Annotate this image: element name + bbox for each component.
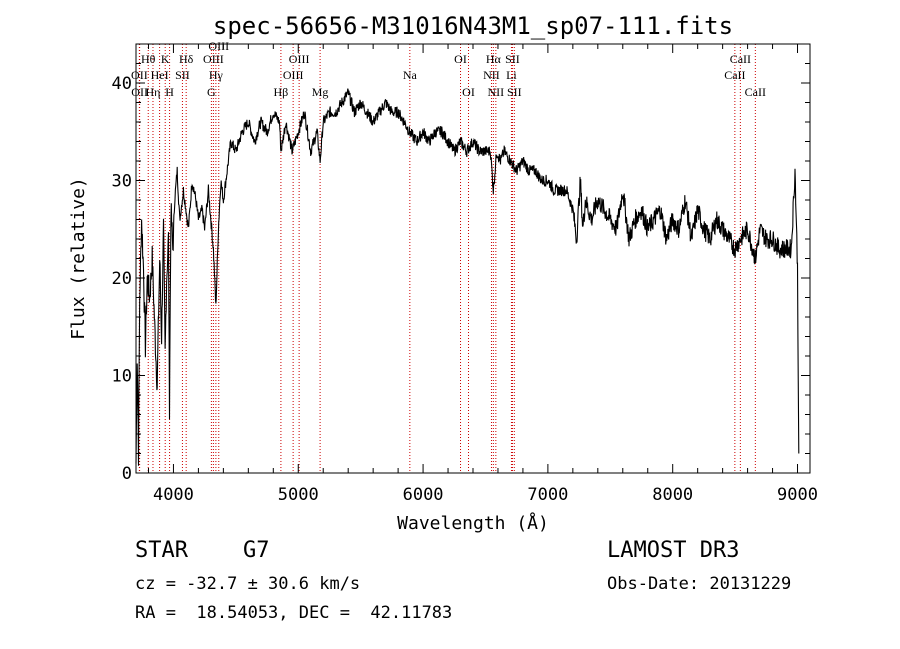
line-label-20: NII (483, 68, 500, 82)
line-label-3: Hη (145, 85, 160, 99)
plot-frame (135, 43, 811, 474)
line-label-13: Hβ (274, 85, 289, 99)
y-tick-label: 0 (122, 464, 132, 484)
object-class: STAR (135, 538, 188, 563)
survey-name: LAMOST DR3 (607, 538, 740, 563)
y-tick-label: 30 (112, 172, 132, 192)
y-axis-label: Flux (relative) (68, 177, 89, 340)
line-label-25: SII (507, 85, 522, 99)
line-label-0: Hθ (141, 52, 156, 66)
object-subclass: G7 (243, 538, 270, 563)
x-tick-label: 7000 (527, 485, 568, 505)
line-label-2: OII (131, 85, 148, 99)
observation-date: Obs-Date: 20131229 (607, 574, 792, 594)
line-label-1: OII (131, 68, 148, 82)
x-tick-label: 5000 (278, 485, 319, 505)
line-label-28: CaII (745, 85, 766, 99)
redshift-velocity: cz = -32.7 ± 30.6 km/s (135, 574, 361, 594)
line-label-4: HeI (151, 68, 169, 82)
line-label-18: OI (454, 52, 467, 66)
line-label-5: K (161, 52, 170, 66)
line-label-23: Li (506, 68, 517, 82)
y-tick-label: 40 (112, 74, 132, 94)
line-label-14: OIII (283, 68, 304, 82)
line-label-17: Na (403, 68, 418, 82)
spectrum-line (135, 88, 800, 466)
x-tick-label: 6000 (403, 485, 444, 505)
line-label-11: Hγ (209, 68, 224, 82)
line-label-6: H (165, 85, 174, 99)
x-tick-label: 4000 (153, 485, 194, 505)
x-tick-label: 8000 (652, 485, 693, 505)
line-label-26: CaII (724, 68, 745, 82)
line-label-19: OI (462, 85, 475, 99)
y-tick-label: 10 (112, 367, 132, 387)
line-label-12: OIII (208, 39, 229, 53)
line-label-24: SII (505, 52, 520, 66)
line-label-9: G (207, 85, 216, 99)
line-label-8: Hδ (179, 52, 194, 66)
chart-title: spec-56656-M31016N43M1_sp07-111.fits (213, 12, 733, 40)
line-label-16: Mg (312, 85, 329, 99)
line-label-10: OIII (203, 52, 224, 66)
ra-dec-coordinates: RA = 18.54053, DEC = 42.11783 (135, 603, 453, 623)
line-label-22: NII (488, 85, 505, 99)
line-label-7: SII (175, 68, 190, 82)
x-axis-label: Wavelength (Å) (397, 512, 549, 534)
y-tick-label: 20 (112, 269, 132, 289)
x-tick-label: 9000 (777, 485, 818, 505)
line-label-27: CaII (730, 52, 751, 66)
line-label-21: Hα (486, 52, 502, 66)
line-label-15: OIII (289, 52, 310, 66)
